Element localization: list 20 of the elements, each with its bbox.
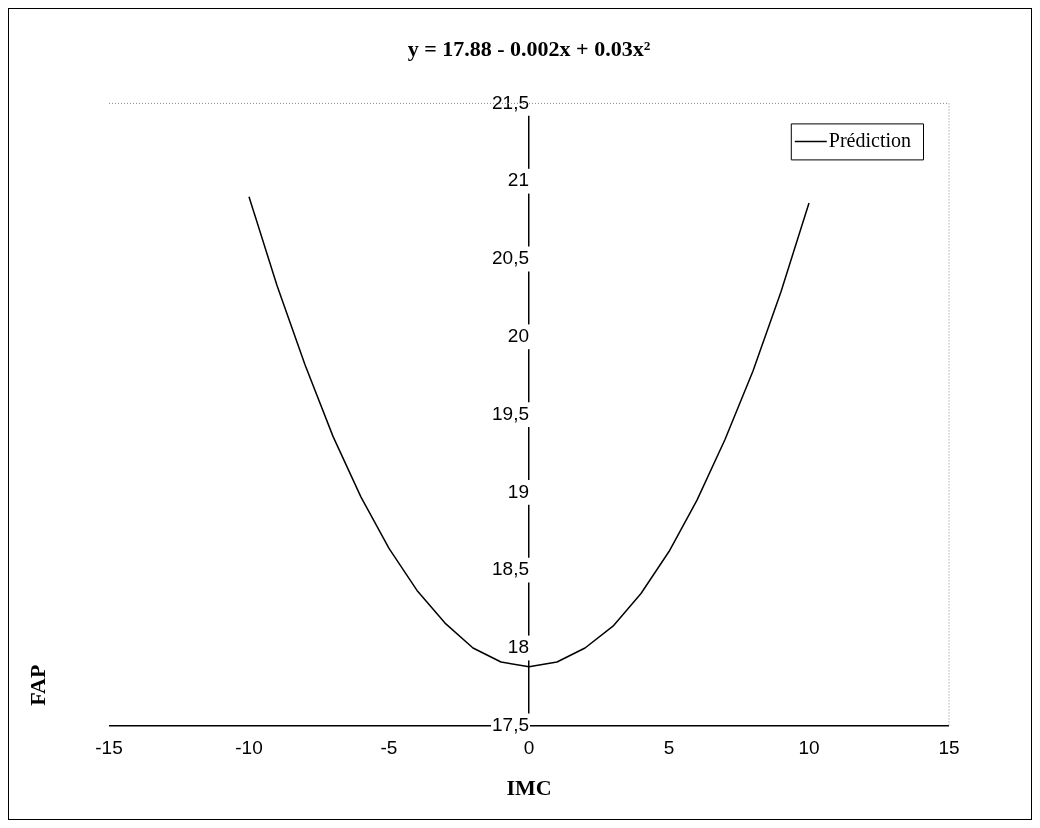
x-tick-label: 10 — [798, 737, 820, 759]
chart-title: y = 17.88 - 0.002x + 0.03x² — [407, 35, 651, 61]
y-axis-title: FAP — [24, 664, 50, 706]
x-tick-label: 15 — [938, 737, 960, 759]
x-axis-title: IMC — [506, 775, 552, 801]
x-tick-label: 0 — [523, 737, 535, 759]
y-tick-label: 21,5 — [492, 91, 529, 113]
y-tick-label: 19,5 — [492, 402, 529, 424]
y-tick-label: 17,5 — [492, 714, 529, 736]
x-tick-label: -10 — [235, 737, 263, 759]
y-tick-label: 21 — [507, 169, 529, 191]
y-tick-label: 20 — [507, 325, 529, 347]
x-tick-label: -5 — [380, 737, 398, 759]
y-tick-label: 19 — [507, 480, 529, 502]
y-tick-label: 18,5 — [492, 558, 529, 580]
legend-label: Prédiction — [828, 128, 912, 151]
x-tick-label: 5 — [663, 737, 675, 759]
y-tick-label: 20,5 — [492, 247, 529, 269]
x-tick-label: -15 — [95, 737, 123, 759]
y-tick-label: 18 — [507, 636, 529, 658]
